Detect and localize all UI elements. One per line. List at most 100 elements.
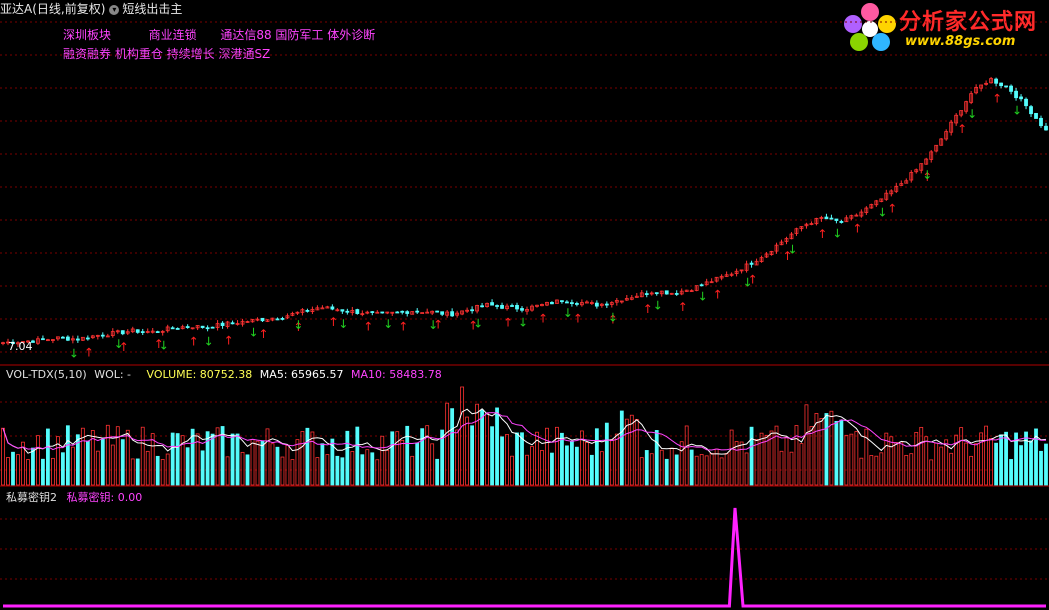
candle-body: [160, 330, 165, 333]
volume-bar: [200, 450, 205, 486]
volume-value: VOLUME: 80752.38: [146, 368, 253, 381]
volume-bar: [814, 413, 819, 486]
candle-body: [570, 302, 574, 305]
candle-body: [385, 311, 390, 314]
candle-body: [380, 311, 385, 314]
sell-arrow-icon: ↓: [922, 168, 932, 182]
candle-body: [1039, 117, 1043, 127]
candle-body: [340, 309, 345, 312]
candle-body: [430, 310, 435, 314]
volume-bar: [320, 443, 325, 486]
signal-line: [3, 507, 1046, 608]
volume-bar: [390, 431, 395, 486]
candle-body: [974, 86, 979, 94]
candle-body: [16, 342, 20, 345]
volume-bar: [899, 441, 904, 486]
volume-bar: [614, 433, 619, 486]
candle-body: [435, 310, 440, 313]
candle-body: [734, 270, 739, 274]
buy-arrow-icon: ↑: [154, 337, 164, 351]
volume-bar: [849, 433, 854, 486]
candle-body: [51, 339, 55, 341]
sell-arrow-icon: ↓: [608, 310, 618, 324]
candle-body: [699, 284, 704, 287]
volume-bar: [609, 439, 614, 486]
sell-arrow-icon: ↓: [249, 326, 259, 340]
volume-bar: [420, 428, 425, 486]
sell-arrow-icon: ↓: [204, 334, 214, 348]
volume-bar: [300, 431, 305, 486]
buy-arrow-icon: ↑: [713, 288, 723, 302]
candle-body: [305, 310, 310, 312]
volume-bar: [60, 452, 65, 486]
candle-body: [370, 311, 375, 314]
candle-body: [864, 207, 869, 213]
candle-body: [764, 253, 769, 258]
candle-body: [110, 331, 115, 336]
candle-body: [779, 241, 784, 246]
candle-body: [914, 169, 919, 173]
sell-arrow-icon: ↓: [383, 317, 393, 331]
candle-body: [95, 334, 100, 337]
signal-indicator-name[interactable]: 私募密钥2: [6, 491, 57, 504]
candle-body: [744, 263, 749, 271]
volume-bar: [460, 386, 465, 486]
volume-bar: [959, 427, 964, 486]
dropdown-icon[interactable]: ▾: [109, 4, 120, 15]
buy-arrow-icon: ↑: [468, 319, 478, 333]
buy-arrow-icon: ↑: [817, 227, 827, 241]
volume-bar: [929, 459, 934, 486]
candle-body: [415, 310, 420, 313]
volume-bar: [255, 440, 260, 486]
candle-body: [629, 297, 634, 300]
candle-body: [105, 335, 110, 338]
volume-bar: [709, 452, 714, 486]
volume-indicator-name[interactable]: VOL-TDX(5,10): [6, 368, 87, 381]
volume-bar: [46, 428, 50, 486]
buy-arrow-icon: ↑: [608, 312, 618, 326]
volume-bar: [285, 444, 290, 486]
volume-bar: [395, 431, 400, 486]
candle-body: [480, 305, 484, 308]
volume-bar: [729, 429, 734, 486]
volume-bar: [510, 455, 514, 486]
volume-bar: [674, 454, 679, 486]
volume-bar: [120, 439, 125, 486]
volume-bar: [525, 454, 529, 486]
volume-bar: [170, 432, 175, 486]
buy-arrow-icon: ↑: [398, 319, 408, 333]
volume-bar: [879, 452, 884, 486]
candle-body: [125, 331, 130, 334]
volume-bar: [969, 455, 974, 486]
candle-body: [754, 260, 759, 266]
volume-bar: [210, 433, 215, 486]
candle-body: [330, 306, 335, 310]
candle-body: [1014, 90, 1018, 99]
candle-body: [909, 172, 914, 181]
volume-bar: [6, 457, 10, 486]
candle-body: [959, 110, 964, 116]
volume-bar: [834, 420, 839, 486]
buy-arrow-icon: ↑: [887, 201, 897, 215]
candle-body: [824, 216, 829, 220]
volume-bar: [889, 436, 894, 486]
volume-bar: [694, 455, 699, 486]
volume-bar: [425, 425, 430, 486]
volume-bar: [195, 433, 200, 486]
volume-bar: [1009, 459, 1013, 486]
volume-bar: [769, 430, 774, 486]
formula-name[interactable]: 短线出击主: [122, 2, 183, 16]
candle-body: [55, 336, 60, 340]
volume-bar: [380, 435, 385, 486]
candle-body: [465, 309, 470, 312]
volume-bar: [310, 431, 315, 486]
sell-arrow-icon: ↓: [877, 205, 887, 219]
candle-body: [80, 336, 85, 341]
volume-bar: [829, 410, 834, 486]
candle-body: [405, 311, 410, 314]
volume-bar: [1029, 440, 1033, 486]
volume-bar: [55, 436, 60, 486]
candle-body: [535, 304, 539, 307]
candle-body: [639, 292, 644, 298]
